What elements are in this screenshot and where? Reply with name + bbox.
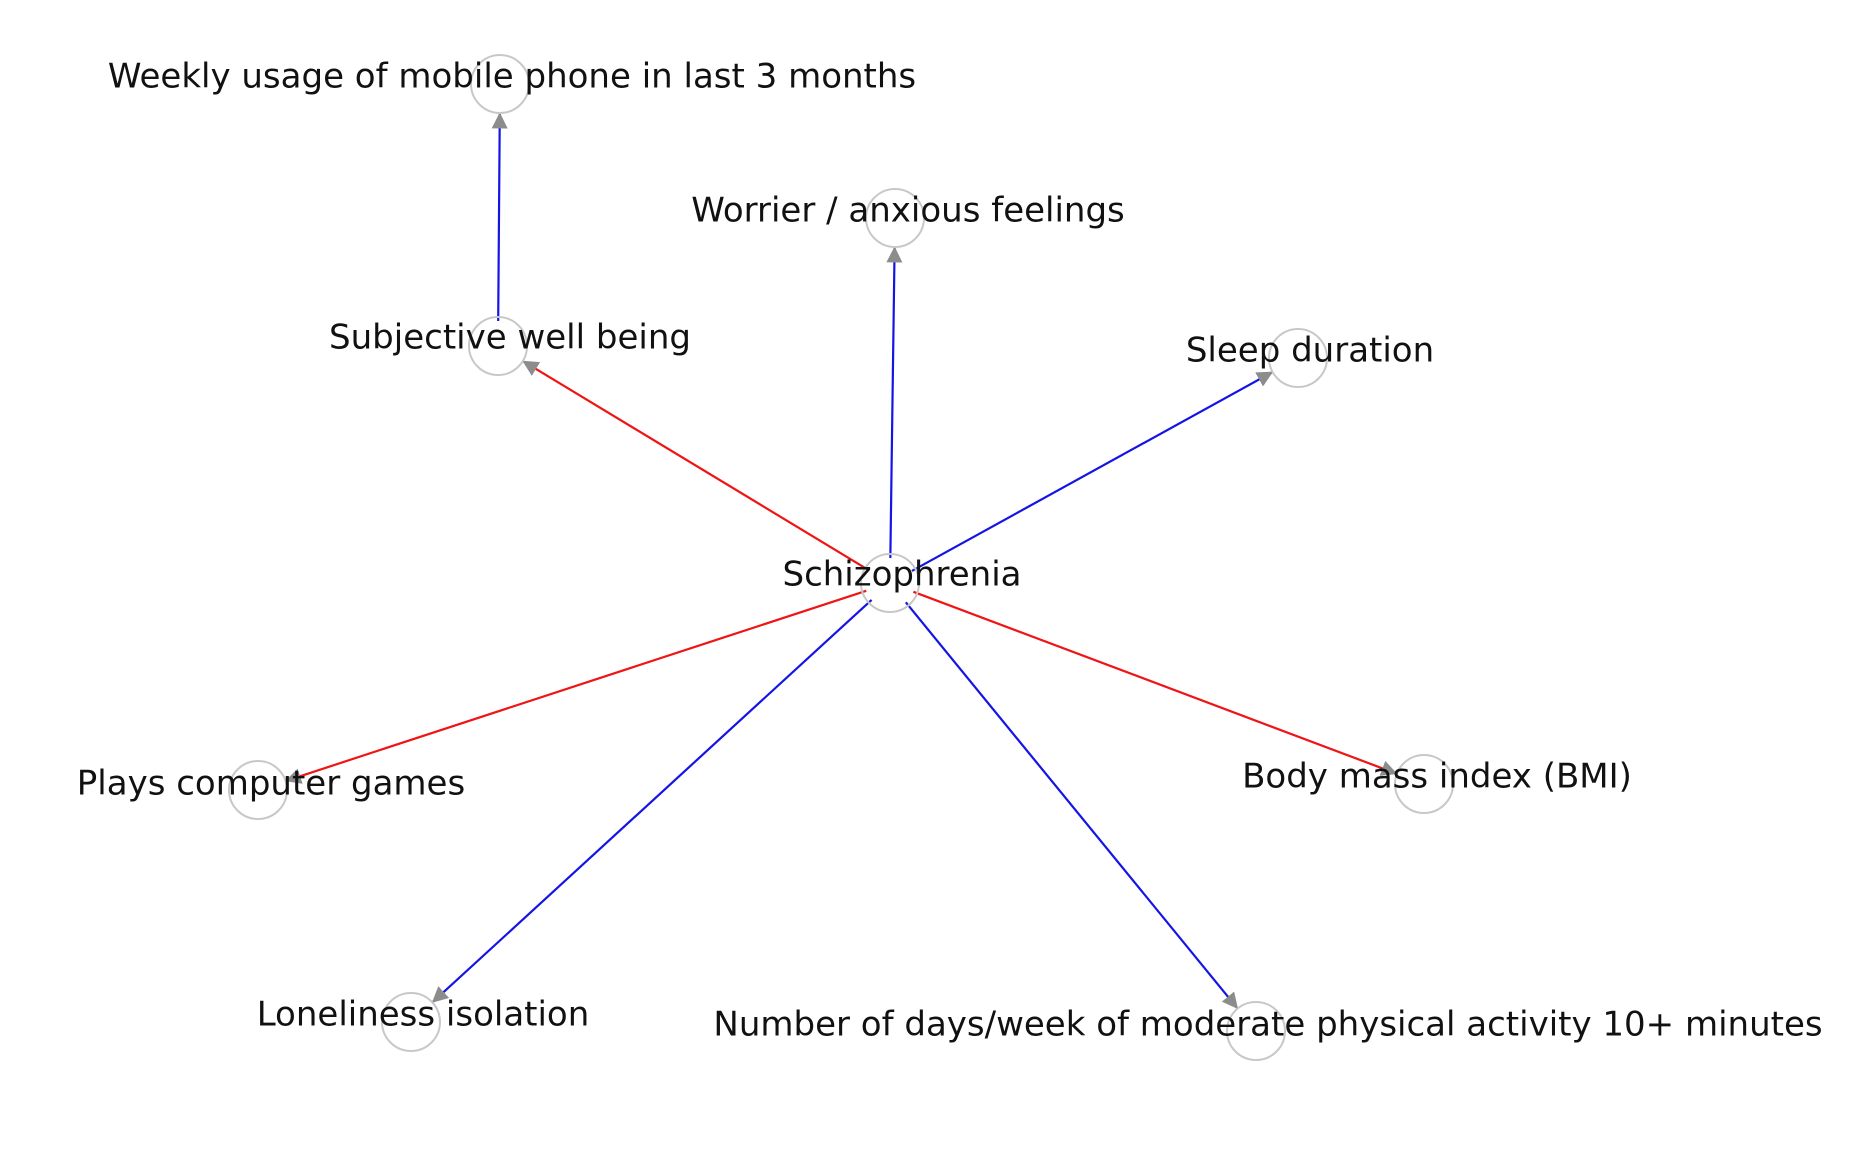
node-label-worrier: Worrier / anxious feelings [691,191,1125,231]
nodes-layer [228,54,1454,1061]
edge-subjective_wellbeing-to-weekly_phone [491,112,508,322]
node-label-loneliness: Loneliness isolation [257,995,590,1035]
node-computer_games[interactable] [228,760,288,820]
labels-layer: Schizophrenia Weekly usage of mobile phon… [77,57,1823,1045]
node-label-sleep_duration: Sleep duration [1186,331,1434,371]
edge-schizophrenia-to-sleep_duration [911,371,1274,572]
node-sleep_duration[interactable] [1268,328,1328,388]
node-physical_activity[interactable] [1226,1001,1286,1061]
node-label-weekly_phone: Weekly usage of mobile phone in last 3 m… [108,57,916,97]
node-subjective_wellbeing[interactable] [468,316,528,376]
node-worrier[interactable] [865,188,925,248]
node-bmi[interactable] [1394,754,1454,814]
node-label-schizophrenia: Schizophrenia [782,555,1021,595]
node-weekly_phone[interactable] [470,54,530,114]
node-label-computer_games: Plays computer games [77,764,465,804]
edge-schizophrenia-to-computer_games [284,589,867,784]
node-schizophrenia[interactable] [860,553,920,613]
edge-schizophrenia-to-subjective_wellbeing [522,360,870,572]
node-label-bmi: Body mass index (BMI) [1242,757,1632,797]
edge-schizophrenia-to-loneliness [431,599,873,1003]
edges-layer [284,112,1398,1010]
edge-schizophrenia-to-bmi [913,590,1398,776]
edge-schizophrenia-to-worrier [886,246,903,559]
node-label-subjective_wellbeing: Subjective well being [329,318,691,358]
node-loneliness[interactable] [381,992,441,1052]
edge-schizophrenia-to-physical_activity [904,601,1239,1010]
node-label-physical_activity: Number of days/week of moderate physical… [713,1005,1822,1045]
